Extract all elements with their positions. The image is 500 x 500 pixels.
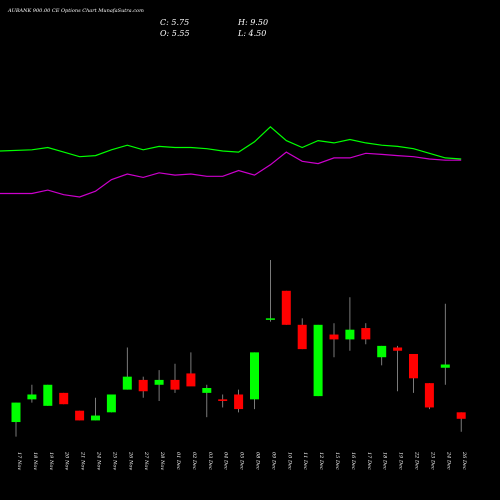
- candle-body: [250, 352, 259, 400]
- x-tick-label: 17 Dec: [366, 452, 372, 470]
- x-tick-label: 27 Nov: [143, 451, 149, 470]
- x-tick-label: 26 Nov: [127, 451, 133, 470]
- close-label: C: 5.75: [160, 18, 190, 27]
- candle-body: [281, 290, 291, 325]
- x-tick-label: 08 Dec: [255, 452, 261, 470]
- candle-body: [361, 328, 371, 340]
- x-tick-label: 19 Dec: [398, 452, 404, 470]
- x-tick-label: 09 Dec: [270, 452, 276, 470]
- x-tick-label: 15 Dec: [334, 452, 340, 470]
- candle-body: [59, 392, 69, 405]
- x-tick-label: 25 Nov: [111, 451, 117, 470]
- x-tick-label: 11 Dec: [302, 452, 308, 470]
- x-tick-label: 26 Dec: [461, 451, 467, 470]
- x-tick-label: 05 Dec: [239, 452, 245, 470]
- x-tick-label: 20 Nov: [64, 451, 70, 470]
- candle-body: [297, 324, 307, 350]
- open-label: O: 5.55: [160, 29, 190, 38]
- x-tick-label: 01 Dec: [175, 452, 181, 470]
- candle-body: [265, 318, 275, 320]
- candle-body: [440, 364, 450, 368]
- indicator-line-1: [0, 125, 462, 160]
- candle-body: [409, 353, 418, 379]
- x-tick-label: 24 Dec: [445, 451, 451, 470]
- candle-body: [154, 379, 164, 385]
- x-tick-label: 18 Dec: [382, 452, 388, 470]
- high-label: H: 9.50: [238, 18, 269, 27]
- candle-body: [424, 383, 434, 408]
- candle-body: [91, 415, 100, 421]
- x-tick-label: 23 Dec: [429, 451, 435, 470]
- x-tick-label: 17 Nov: [16, 452, 22, 470]
- x-tick-label: 28 Nov: [159, 451, 165, 470]
- candle-body: [218, 399, 228, 401]
- x-tick-label: 04 Dec: [223, 452, 229, 470]
- x-tick-label: 19 Nov: [48, 452, 54, 470]
- indicator-line-2: [0, 151, 462, 198]
- candle-body: [106, 394, 116, 413]
- candle-body: [186, 373, 196, 387]
- x-tick-label: 03 Dec: [207, 452, 213, 470]
- x-tick-label: 21 Nov: [80, 451, 86, 470]
- candle-body: [456, 412, 466, 419]
- candle-body: [11, 402, 21, 423]
- x-tick-label: 02 Dec: [191, 452, 197, 470]
- candle-body: [138, 379, 148, 392]
- candle-body: [313, 324, 323, 397]
- chart-title: AUBANK 900.00 CE Options Chart MunafaSut…: [8, 8, 144, 14]
- candle-body: [75, 410, 85, 421]
- x-tick-label: 18 Nov: [32, 452, 38, 470]
- candle-body: [202, 388, 212, 393]
- candle-body: [122, 376, 132, 390]
- x-tick-label: 16 Dec: [350, 452, 356, 470]
- low-label: L: 4.50: [238, 29, 267, 38]
- candle-body: [27, 394, 37, 400]
- candle-body: [393, 347, 403, 351]
- x-tick-label: 10 Dec: [286, 452, 292, 470]
- x-tick-label: 12 Dec: [318, 452, 324, 470]
- candle-body: [377, 345, 387, 358]
- candle-body: [329, 334, 339, 340]
- candle-body: [345, 329, 355, 340]
- candle-body: [234, 394, 244, 410]
- x-tick-label: 24 Nov: [96, 451, 102, 470]
- candle-body: [170, 379, 180, 390]
- x-tick-label: 22 Dec: [414, 451, 420, 470]
- candle-body: [43, 384, 53, 406]
